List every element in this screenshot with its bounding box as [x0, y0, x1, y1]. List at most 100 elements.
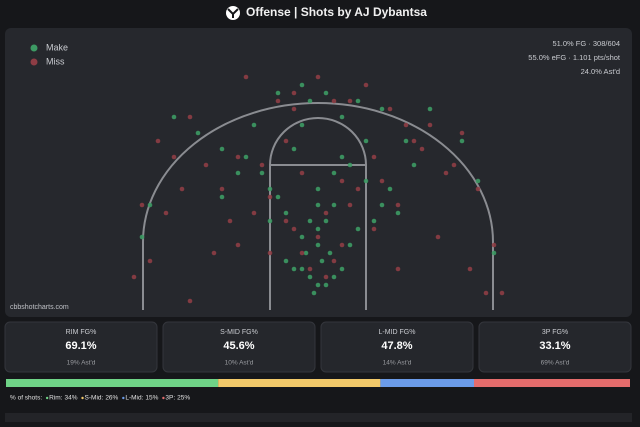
shot-dot: [315, 242, 321, 248]
zone-astd: 14% Ast'd: [383, 360, 412, 367]
shot-dot: [355, 98, 361, 104]
shot-dot: [347, 162, 353, 168]
share-value: 26%: [105, 395, 118, 402]
shot-dot: [283, 258, 289, 264]
shot-dot: [315, 186, 321, 192]
shot-dot: [363, 82, 369, 88]
shot-dot: [339, 266, 345, 272]
shot-dot: [323, 218, 329, 224]
zone-astd: 10% Ast'd: [225, 360, 254, 367]
shot-dot: [363, 178, 369, 184]
shot-dot: [475, 178, 481, 184]
stat-line: 51.0% FG · 308/604: [552, 39, 620, 48]
shot-dot: [211, 250, 217, 256]
logo: [226, 6, 240, 20]
shot-dot: [331, 202, 337, 208]
legend-label: Miss: [46, 56, 65, 66]
shot-dot: [139, 234, 145, 240]
shot-dot: [155, 138, 161, 144]
shot-dot: [219, 146, 225, 152]
shot-dot: [323, 90, 329, 96]
shot-dot: [299, 82, 305, 88]
shot-dot: [299, 234, 305, 240]
shot-dot: [339, 154, 345, 160]
shot-dot: [315, 74, 321, 80]
shot-dot: [435, 234, 441, 240]
shot-dot: [355, 226, 361, 232]
shot-dot: [131, 274, 137, 280]
shot-dot: [491, 242, 497, 248]
share-legend-label: % of shots:: [10, 395, 42, 402]
shot-dot: [283, 210, 289, 216]
shot-dot: [327, 250, 333, 256]
shot-dot: [267, 186, 273, 192]
shot-dot: [235, 154, 241, 160]
shot-dot: [347, 242, 353, 248]
shot-dot: [443, 170, 449, 176]
shot-dot: [219, 186, 225, 192]
shot-dot: [499, 290, 505, 296]
shot-dot: [315, 282, 321, 288]
shot-dot: [371, 154, 377, 160]
shot-dot: [235, 170, 241, 176]
shot-dot: [291, 90, 297, 96]
shot-dot: [139, 202, 145, 208]
share-value: 25%: [177, 395, 190, 402]
legend-swatch: [30, 58, 38, 66]
shot-dot: [459, 138, 465, 144]
shot-dot: [427, 122, 433, 128]
shot-dot: [147, 202, 153, 208]
shot-dot: [171, 114, 177, 120]
shot-dot: [403, 138, 409, 144]
shot-dot: [483, 290, 489, 296]
shot-dot: [291, 266, 297, 272]
shot-dot: [419, 146, 425, 152]
share-value: 34%: [65, 395, 78, 402]
shot-dot: [171, 154, 177, 160]
shot-dot: [235, 242, 241, 248]
share-segment: [474, 379, 630, 387]
zone-card: [162, 321, 316, 373]
shot-dot: [311, 290, 317, 296]
zone-fg: 33.1%: [539, 340, 570, 352]
zone-card: [478, 321, 632, 373]
shot-dot: [219, 194, 225, 200]
share-segment: [218, 379, 381, 387]
zone-fg: 47.8%: [381, 340, 412, 352]
stat-line: 55.0% eFG · 1.101 pts/shot: [528, 53, 621, 62]
shot-dot: [491, 250, 497, 256]
share-bullet: [162, 396, 165, 400]
shot-dot: [187, 114, 193, 120]
share-segment: [6, 379, 219, 387]
shot-dot: [395, 202, 401, 208]
shot-dot: [411, 138, 417, 144]
zone-fg: 45.6%: [223, 340, 254, 352]
stat-line: 24.0% Ast'd: [581, 67, 620, 76]
shot-dot: [179, 186, 185, 192]
shot-dot: [267, 250, 273, 256]
shot-dot: [331, 98, 337, 104]
share-name: L-Mid:: [125, 395, 143, 402]
legend-label: Make: [46, 42, 68, 52]
shot-dot: [331, 170, 337, 176]
share-bullet: [81, 396, 84, 400]
court-lines: [142, 102, 494, 310]
zone-card: [4, 321, 158, 373]
shot-dot: [347, 98, 353, 104]
shot-dot: [379, 106, 385, 112]
shot-dot: [163, 210, 169, 216]
shot-dot: [203, 162, 209, 168]
shot-dot: [339, 114, 345, 120]
shot-dot: [303, 250, 309, 256]
shot-dot: [451, 162, 457, 168]
shot-dot: [283, 218, 289, 224]
shot-dot: [259, 170, 265, 176]
shot-dot: [267, 194, 273, 200]
zone-astd: 19% Ast'd: [67, 360, 96, 367]
shot-dot: [371, 226, 377, 232]
shot-dot: [475, 186, 481, 192]
shot-dot: [307, 274, 313, 280]
shot-dot: [379, 178, 385, 184]
shot-dot: [251, 122, 257, 128]
